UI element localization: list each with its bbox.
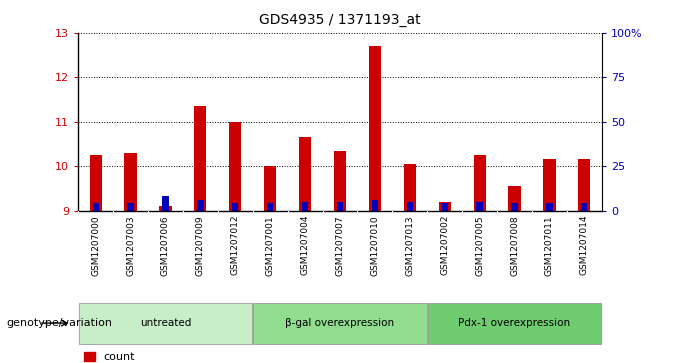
- Bar: [546, 203, 553, 211]
- Bar: [581, 203, 588, 211]
- Text: β-gal overexpression: β-gal overexpression: [286, 318, 394, 328]
- Text: GSM1207001: GSM1207001: [266, 215, 275, 276]
- Text: GSM1207010: GSM1207010: [371, 215, 379, 276]
- Bar: [509, 186, 521, 211]
- Bar: [229, 122, 241, 211]
- Bar: [441, 203, 448, 211]
- Text: GSM1207004: GSM1207004: [301, 215, 309, 276]
- Text: GSM1207009: GSM1207009: [196, 215, 205, 276]
- Bar: [511, 203, 517, 211]
- Text: GSM1207008: GSM1207008: [510, 215, 519, 276]
- Bar: [407, 202, 413, 211]
- Text: GSM1207002: GSM1207002: [440, 215, 449, 276]
- Bar: [267, 203, 273, 211]
- Text: Pdx-1 overexpression: Pdx-1 overexpression: [458, 318, 571, 328]
- Bar: [197, 200, 203, 211]
- Text: GSM1207000: GSM1207000: [91, 215, 100, 276]
- Bar: [124, 153, 137, 211]
- FancyBboxPatch shape: [254, 303, 426, 344]
- Bar: [439, 202, 451, 211]
- Legend: count, percentile rank within the sample: count, percentile rank within the sample: [84, 352, 292, 363]
- Text: GSM1207006: GSM1207006: [161, 215, 170, 276]
- Bar: [543, 159, 556, 211]
- Text: untreated: untreated: [140, 318, 191, 328]
- Text: GDS4935 / 1371193_at: GDS4935 / 1371193_at: [259, 13, 421, 27]
- Bar: [194, 106, 207, 211]
- Text: GSM1207013: GSM1207013: [405, 215, 414, 276]
- Text: GSM1207012: GSM1207012: [231, 215, 240, 276]
- Bar: [369, 46, 381, 211]
- Bar: [473, 155, 486, 211]
- Bar: [302, 202, 308, 211]
- Bar: [264, 166, 276, 211]
- FancyBboxPatch shape: [428, 303, 601, 344]
- Text: GSM1207011: GSM1207011: [545, 215, 554, 276]
- Bar: [372, 200, 378, 211]
- Bar: [334, 151, 346, 211]
- Bar: [337, 202, 343, 211]
- Bar: [578, 159, 590, 211]
- Text: GSM1207003: GSM1207003: [126, 215, 135, 276]
- Text: genotype/variation: genotype/variation: [7, 318, 113, 328]
- Bar: [90, 155, 102, 211]
- Bar: [127, 203, 134, 211]
- FancyBboxPatch shape: [79, 303, 252, 344]
- Bar: [477, 202, 483, 211]
- Bar: [299, 137, 311, 211]
- Bar: [163, 196, 169, 211]
- Bar: [92, 203, 99, 211]
- Bar: [404, 164, 416, 211]
- Text: GSM1207005: GSM1207005: [475, 215, 484, 276]
- Text: GSM1207014: GSM1207014: [580, 215, 589, 276]
- Bar: [232, 203, 239, 211]
- Text: GSM1207007: GSM1207007: [335, 215, 345, 276]
- Bar: [159, 206, 171, 211]
